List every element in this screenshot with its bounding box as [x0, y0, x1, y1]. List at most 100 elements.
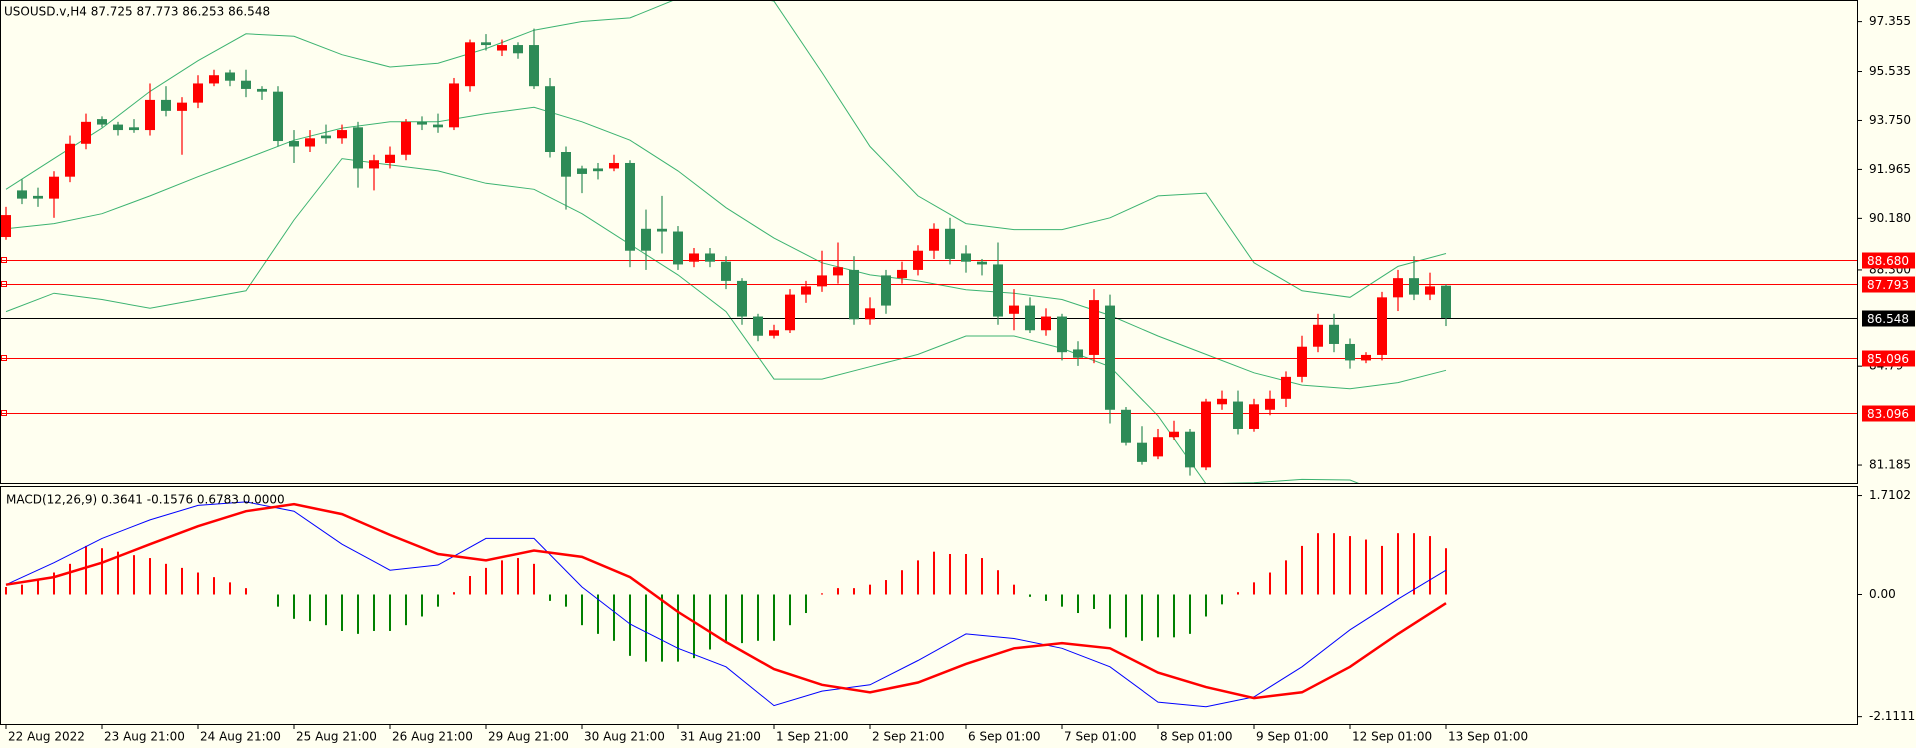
- candle-body: [1041, 316, 1051, 331]
- x-tick-label: 23 Aug 21:00: [104, 730, 185, 744]
- x-tick-label: 25 Aug 21:00: [296, 730, 377, 744]
- candle-body: [785, 294, 795, 331]
- candle-body: [193, 83, 203, 103]
- bollinger-middle: [5, 106, 1447, 390]
- candle-body: [545, 86, 555, 153]
- y-tick-label: 1.7102: [1869, 488, 1911, 502]
- candle-body: [769, 330, 779, 336]
- x-tick-label: 30 Aug 21:00: [584, 730, 665, 744]
- bid-label-box: [1862, 310, 1915, 327]
- main-plot: [1, 1, 1857, 483]
- candle-body: [593, 168, 603, 172]
- x-tick-label: 22 Aug 2022: [8, 730, 85, 744]
- candle-body: [1121, 409, 1131, 443]
- level-marker: [1, 257, 7, 263]
- candle-body: [1265, 398, 1275, 410]
- candle-body: [1025, 305, 1035, 331]
- y-tick-label: 97.355: [1869, 14, 1911, 28]
- level-label-box: [1862, 350, 1915, 367]
- candle-body: [1073, 349, 1083, 358]
- candle-body: [129, 127, 139, 131]
- y-tick-label: 0.00: [1869, 587, 1896, 601]
- candle-body: [913, 250, 923, 270]
- x-tick-label: 24 Aug 21:00: [200, 730, 281, 744]
- x-tick-label: 31 Aug 21:00: [680, 730, 761, 744]
- candle-body: [497, 45, 507, 51]
- candle-body: [1249, 404, 1259, 429]
- candle-body: [1377, 297, 1387, 355]
- x-tick-label: 8 Sep 01:00: [1160, 730, 1232, 744]
- candle-body: [721, 261, 731, 281]
- candle-body: [225, 72, 235, 81]
- candle-body: [705, 253, 715, 262]
- candle-body: [417, 121, 427, 125]
- chart-title: USOUSD.v,H4 87.725 87.773 86.253 86.548: [4, 5, 270, 19]
- candle-body: [513, 45, 523, 54]
- candle-body: [529, 45, 539, 87]
- y-tick-label: 95.535: [1869, 64, 1911, 78]
- level-label-box: [1862, 276, 1915, 293]
- candle-body: [641, 228, 651, 251]
- candle-body: [49, 176, 59, 199]
- candle-body: [1297, 346, 1307, 377]
- candle-body: [1153, 437, 1163, 457]
- candle-body: [1009, 305, 1019, 314]
- signal-line: [5, 502, 1447, 700]
- candle-body: [481, 42, 491, 46]
- candle-body: [977, 261, 987, 265]
- candle-body: [321, 135, 331, 139]
- candle-body: [1441, 285, 1451, 318]
- candle-body: [273, 91, 283, 142]
- candle-body: [369, 160, 379, 169]
- candle-body: [1217, 398, 1227, 405]
- level-label-box: [1862, 405, 1915, 422]
- level-label: 88.680: [1867, 254, 1909, 268]
- candle-body: [145, 99, 155, 131]
- candle-body: [81, 121, 91, 144]
- level-label: 87.793: [1867, 278, 1909, 292]
- x-tick-label: 7 Sep 01:00: [1064, 730, 1136, 744]
- candle-body: [737, 280, 747, 317]
- candle-body: [433, 124, 443, 128]
- candle-body: [465, 42, 475, 87]
- candle-body: [1393, 278, 1403, 298]
- candle-body: [1361, 354, 1371, 361]
- candle-body: [929, 228, 939, 251]
- x-tick-label: 6 Sep 01:00: [968, 730, 1040, 744]
- candle-body: [1345, 343, 1355, 361]
- candle-body: [945, 228, 955, 259]
- y-tick-label: 90.180: [1869, 211, 1911, 225]
- level-label: 83.096: [1867, 407, 1909, 421]
- candle-body: [993, 264, 1003, 317]
- candle-body: [625, 162, 635, 251]
- x-tick-label: 12 Sep 01:00: [1352, 730, 1432, 744]
- candle-body: [1137, 442, 1147, 462]
- candle-body: [1201, 401, 1211, 468]
- candle-body: [1425, 286, 1435, 295]
- main-panel: [0, 0, 1858, 484]
- candle-body: [1057, 316, 1067, 353]
- y-tick-label: 81.185: [1869, 458, 1911, 472]
- candle-body: [833, 267, 843, 276]
- candle-body: [1329, 324, 1339, 344]
- y-tick-label: 91.965: [1869, 162, 1911, 176]
- macd-title: MACD(12,26,9) 0.3641 -0.1576 0.6783 0.00…: [6, 493, 285, 507]
- candle-body: [337, 130, 347, 139]
- labels: 97.35595.53593.75091.96590.18088.30084.7…: [1, 14, 1915, 744]
- candle-body: [1233, 401, 1243, 429]
- macd-line: [5, 501, 1447, 708]
- candle-body: [865, 308, 875, 320]
- bollinger-upper: [5, 1, 1447, 298]
- candle-body: [561, 152, 571, 177]
- candle-body: [881, 275, 891, 306]
- level-label-box: [1862, 252, 1915, 269]
- candle-body: [65, 143, 75, 177]
- x-tick-label: 2 Sep 21:00: [872, 730, 944, 744]
- candle-body: [817, 275, 827, 287]
- candle-body: [385, 154, 395, 163]
- level-marker: [1, 281, 7, 287]
- candle-body: [209, 75, 219, 84]
- candle-body: [305, 138, 315, 147]
